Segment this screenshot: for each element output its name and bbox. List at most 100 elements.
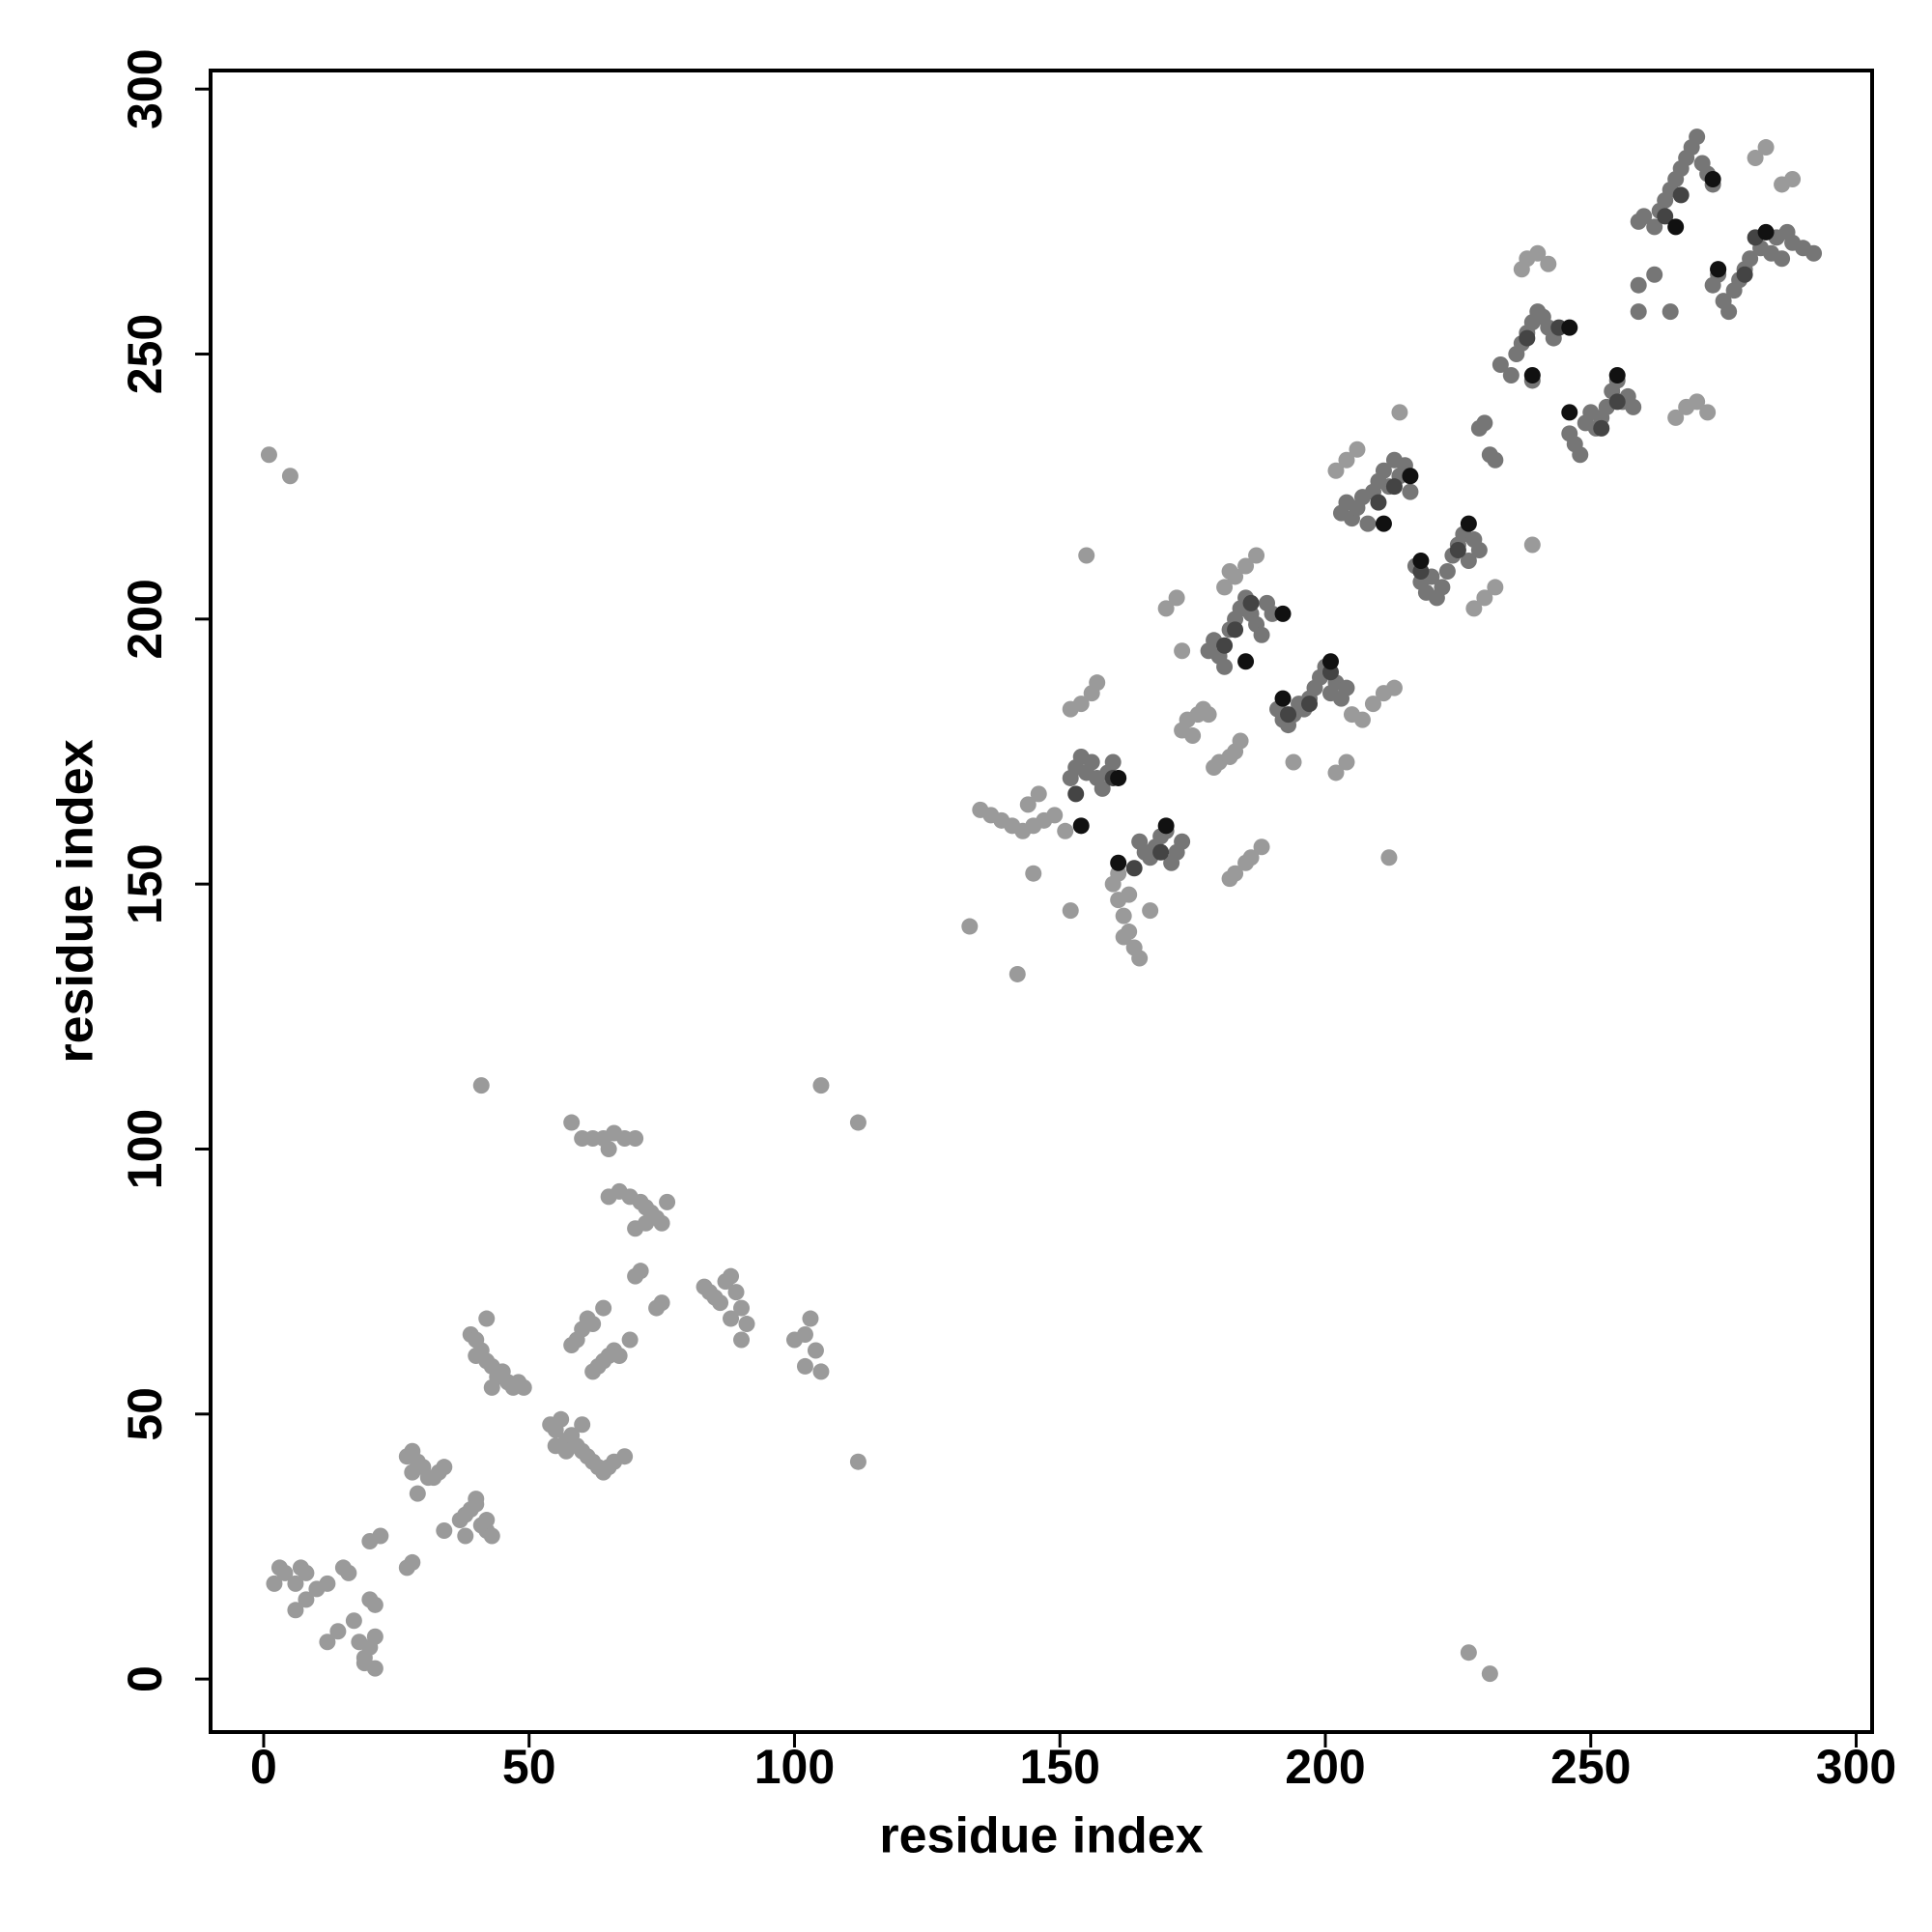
point (287, 1602, 304, 1619)
point (723, 1267, 740, 1285)
point (1742, 250, 1759, 268)
point (733, 1331, 751, 1349)
point (812, 1077, 830, 1094)
point (329, 1623, 347, 1640)
point (1168, 589, 1185, 607)
point (1502, 366, 1520, 384)
point (436, 1522, 453, 1540)
point (1667, 218, 1685, 236)
point (1523, 536, 1541, 554)
point (1237, 653, 1255, 670)
point (1253, 838, 1270, 856)
x-tick-label: 100 (754, 1740, 835, 1794)
point (733, 1299, 751, 1317)
x-tick-label: 250 (1550, 1740, 1631, 1794)
point (1349, 440, 1366, 458)
point (1646, 266, 1663, 283)
point (1216, 658, 1234, 675)
point (1402, 483, 1419, 500)
point (1104, 753, 1122, 771)
point (563, 1114, 581, 1131)
point (1062, 902, 1079, 920)
point (1412, 552, 1430, 569)
point (574, 1416, 591, 1434)
point (1523, 366, 1541, 384)
point (595, 1299, 612, 1317)
point (1667, 409, 1685, 426)
point (1774, 250, 1791, 268)
point (1274, 605, 1292, 622)
point (1030, 785, 1047, 803)
point (1689, 393, 1706, 411)
point (1540, 255, 1557, 272)
y-tick-label: 200 (118, 579, 172, 659)
point (1487, 451, 1504, 469)
point (553, 1410, 570, 1428)
point (1338, 753, 1355, 771)
point (1110, 769, 1127, 786)
point (1385, 679, 1403, 696)
point (1375, 515, 1392, 532)
point (1019, 796, 1037, 813)
point (1072, 696, 1090, 713)
point (1157, 817, 1175, 835)
point (1534, 308, 1551, 326)
point (632, 1263, 649, 1280)
point (1391, 404, 1408, 421)
point (727, 1284, 745, 1301)
point (1481, 1665, 1498, 1683)
point (796, 1326, 813, 1344)
point (1338, 451, 1355, 469)
point (366, 1628, 384, 1645)
point (1131, 950, 1149, 967)
point (1625, 398, 1642, 415)
point (409, 1485, 426, 1502)
point (1327, 462, 1345, 479)
point (468, 1347, 485, 1364)
point (627, 1130, 644, 1148)
point (361, 1591, 379, 1608)
point (1460, 1644, 1477, 1662)
point (1449, 542, 1466, 559)
point (1094, 780, 1111, 797)
point (1359, 515, 1377, 532)
point (345, 1612, 362, 1630)
point (483, 1378, 500, 1396)
x-tick-label: 150 (1020, 1740, 1100, 1794)
point (292, 1559, 309, 1577)
point (1487, 579, 1504, 596)
plot-frame (209, 69, 1874, 1734)
point (1285, 753, 1302, 771)
point (1736, 266, 1753, 283)
point (1301, 696, 1319, 713)
point (298, 1591, 315, 1608)
point (1121, 886, 1138, 903)
point (1280, 706, 1297, 724)
point (1662, 303, 1679, 321)
point (1067, 785, 1085, 803)
point (1057, 822, 1074, 839)
point (1248, 547, 1265, 564)
point (1174, 833, 1191, 850)
point (1174, 642, 1191, 660)
point (1184, 727, 1202, 745)
point (281, 468, 298, 485)
point (1572, 446, 1589, 464)
point (319, 1575, 336, 1592)
point (1699, 404, 1717, 421)
point (961, 918, 979, 935)
point (468, 1491, 485, 1508)
point (1216, 637, 1234, 654)
y-tick-label: 100 (118, 1109, 172, 1189)
x-tick-label: 200 (1285, 1740, 1365, 1794)
point (1689, 128, 1706, 146)
point (340, 1564, 357, 1581)
y-tick-label: 150 (118, 843, 172, 923)
point (404, 1553, 421, 1571)
point (1152, 843, 1170, 861)
point (372, 1527, 389, 1545)
point (287, 1575, 304, 1592)
point (1385, 478, 1403, 496)
